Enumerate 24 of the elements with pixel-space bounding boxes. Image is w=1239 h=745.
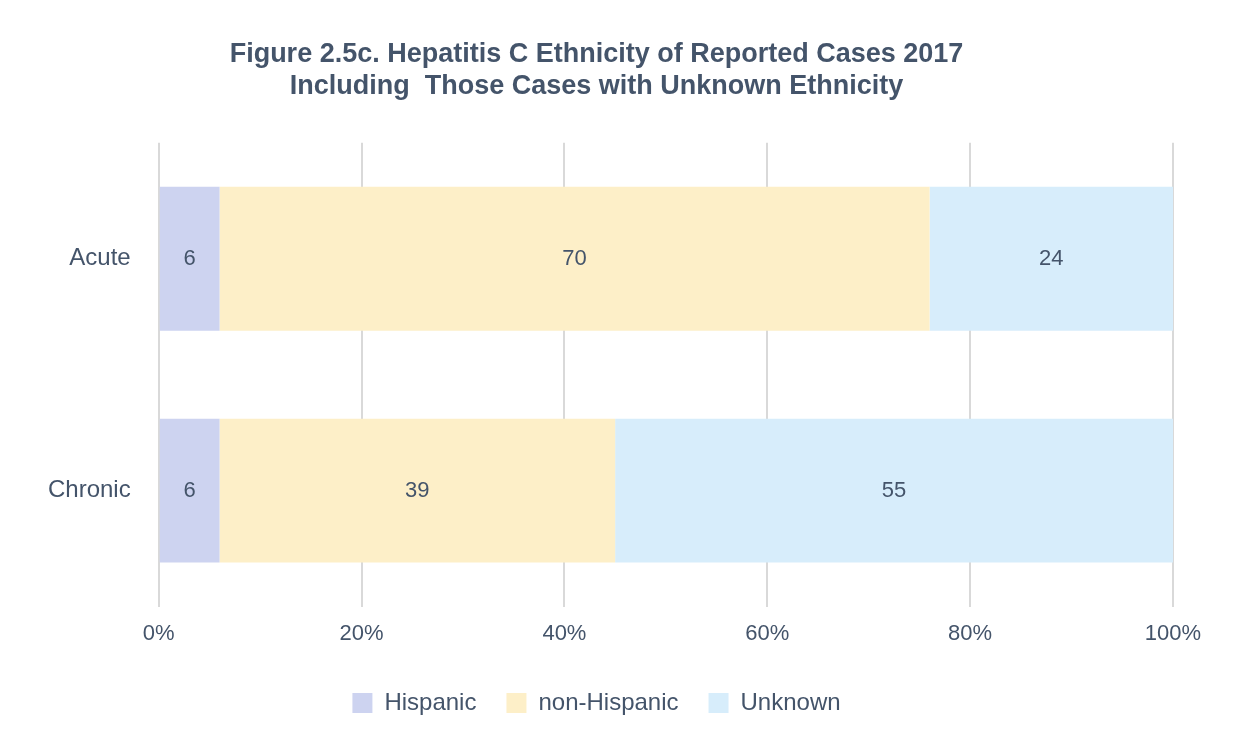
legend-label: non-Hispanic bbox=[538, 687, 679, 715]
bar bbox=[615, 418, 1173, 563]
data-label: 24 bbox=[1039, 244, 1064, 270]
data-label: 6 bbox=[183, 476, 196, 502]
chart-title: Figure 2.5c. Hepatitis C Ethnicity of Reported Cases 2017 Including Those Cases with Unknown Ethnicity bbox=[229, 37, 964, 101]
bar bbox=[219, 418, 616, 563]
x-tick-label: 20% bbox=[339, 619, 384, 645]
data-label: 39 bbox=[405, 476, 430, 502]
x-tick-label: 40% bbox=[542, 619, 587, 645]
x-tick-label: 0% bbox=[142, 619, 175, 645]
y-tick-label: Chronic bbox=[48, 475, 131, 503]
data-label: 55 bbox=[881, 476, 907, 502]
bar bbox=[159, 186, 220, 331]
data-label: 6 bbox=[183, 244, 196, 270]
x-tick-label: 80% bbox=[948, 619, 993, 645]
legend-label: Hispanic bbox=[384, 687, 477, 715]
bar bbox=[159, 418, 220, 563]
x-tick-label: 60% bbox=[745, 619, 790, 645]
data-label: 70 bbox=[562, 244, 587, 270]
x-tick-label: 100% bbox=[1144, 619, 1202, 645]
legend-label: Unknown bbox=[740, 687, 841, 715]
bar bbox=[929, 186, 1173, 331]
bar bbox=[219, 186, 930, 331]
y-tick-label: Acute bbox=[69, 243, 131, 271]
